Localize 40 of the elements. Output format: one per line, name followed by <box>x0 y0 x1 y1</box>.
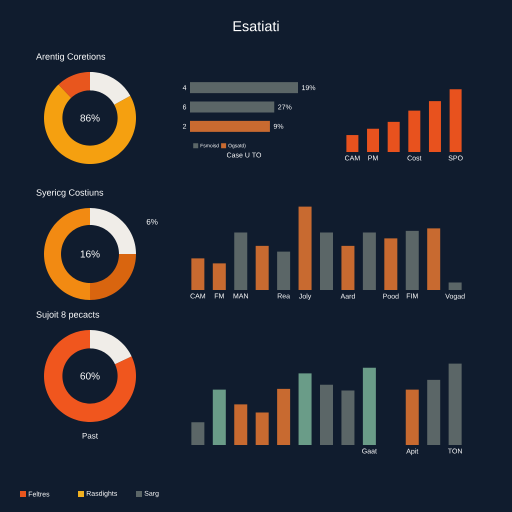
bar <box>448 364 462 445</box>
bar <box>256 246 269 290</box>
bar <box>367 128 380 152</box>
text: 86% <box>80 114 100 122</box>
bar <box>298 206 312 290</box>
text: 60% <box>80 372 100 380</box>
bar <box>450 89 462 152</box>
bar <box>234 404 248 445</box>
bar <box>341 246 354 290</box>
bar <box>341 390 354 445</box>
text: 6% <box>146 218 158 225</box>
chart-title: Arentig Coretions <box>36 53 106 62</box>
bar <box>191 422 204 445</box>
bar <box>191 258 204 290</box>
bar <box>428 101 441 152</box>
chart-title: Sujoit 8 pecacts <box>36 311 100 320</box>
bar <box>384 238 398 290</box>
text: Esatiati <box>234 20 279 32</box>
bar <box>277 252 290 290</box>
bar <box>277 388 290 445</box>
bar <box>448 282 462 290</box>
text: Past <box>82 433 98 439</box>
bar <box>320 232 333 290</box>
bar <box>408 110 420 152</box>
bar <box>212 390 226 445</box>
bar <box>234 232 248 290</box>
bar <box>362 232 376 290</box>
bar <box>388 122 400 152</box>
bar <box>212 263 226 290</box>
bar <box>298 373 312 445</box>
bar <box>362 368 376 445</box>
bar <box>427 380 440 445</box>
bar <box>256 412 269 445</box>
bar <box>427 228 440 290</box>
text: 16% <box>80 250 100 258</box>
bar <box>320 384 333 445</box>
bar <box>406 390 419 445</box>
bar <box>346 135 358 152</box>
bar <box>406 230 419 290</box>
chart-title: Syericg Costiuns <box>36 189 104 198</box>
